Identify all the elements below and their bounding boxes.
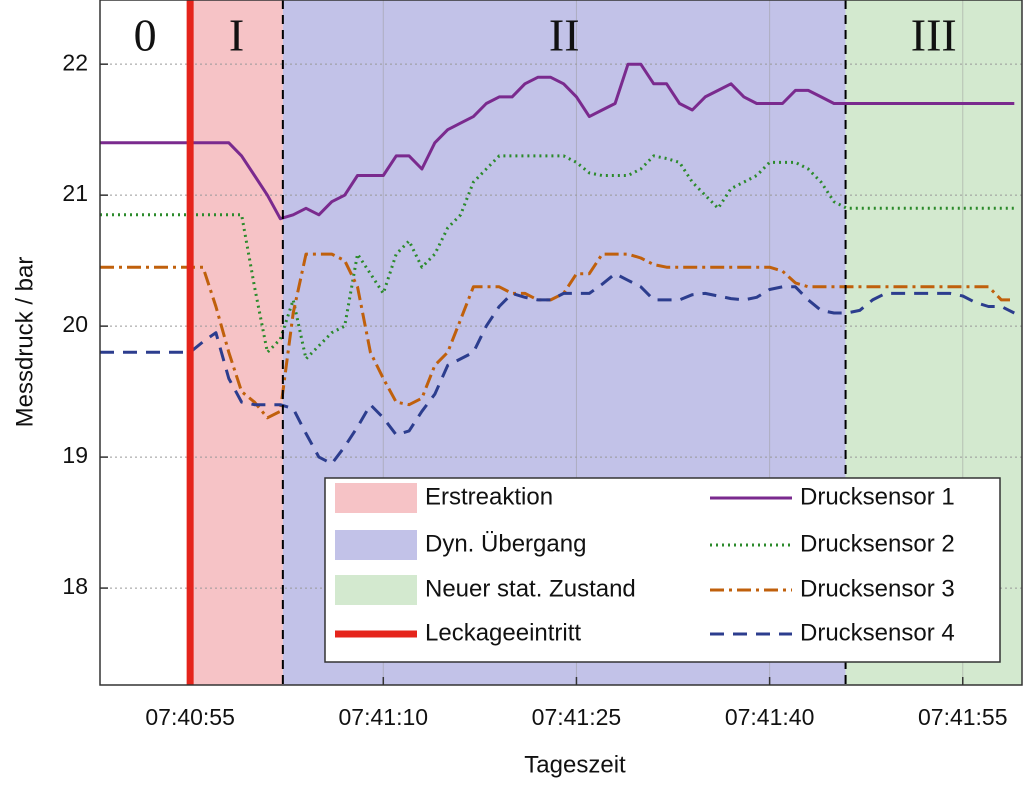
x-tick-label: 07:40:55: [145, 704, 235, 730]
x-tick-label: 07:41:10: [339, 704, 429, 730]
legend-label: Neuer stat. Zustand: [425, 575, 636, 602]
y-tick-label: 21: [62, 180, 88, 206]
x-tick-label: 07:41:25: [532, 704, 622, 730]
plot-lines: [100, 62, 1015, 466]
phase-label: 0: [134, 10, 157, 61]
legend-swatch: [335, 483, 417, 513]
y-tick-label: 18: [62, 573, 88, 599]
legend-label: Leckageeintritt: [425, 619, 581, 646]
series-line: [100, 272, 1015, 466]
x-tick-label: 07:41:40: [725, 704, 815, 730]
y-tick-label: 20: [62, 311, 88, 337]
series-line: [100, 62, 1015, 221]
legend-swatch: [335, 530, 417, 560]
plot-frame: [99, 0, 1023, 686]
legend-label: Drucksensor 3: [800, 575, 955, 602]
legend-box: [324, 477, 1001, 663]
legend: Erstreaktion Dyn. Übergang Neuer stat. Zus…: [324, 477, 1001, 663]
legend-label: Drucksensor 4: [800, 619, 955, 646]
series-line: [100, 154, 1015, 361]
legend-label: Erstreaktion: [425, 483, 553, 510]
legend-label: Dyn. Übergang: [425, 530, 586, 557]
phase-region: [190, 0, 283, 685]
y-tick-label: 19: [62, 442, 88, 468]
y-axis-label: Messdruck / bar: [11, 257, 38, 428]
phase-label: II: [549, 10, 580, 61]
phase-label: I: [229, 10, 244, 61]
legend-label: Drucksensor 1: [800, 483, 955, 510]
x-axis-label: Tageszeit: [524, 751, 626, 778]
y-tick-label: 22: [62, 49, 88, 75]
legend-swatch: [335, 575, 417, 605]
phase-label: III: [911, 10, 957, 61]
series-line: [100, 252, 1015, 420]
x-tick-label: 07:41:55: [918, 704, 1008, 730]
legend-label: Drucksensor 2: [800, 530, 955, 557]
